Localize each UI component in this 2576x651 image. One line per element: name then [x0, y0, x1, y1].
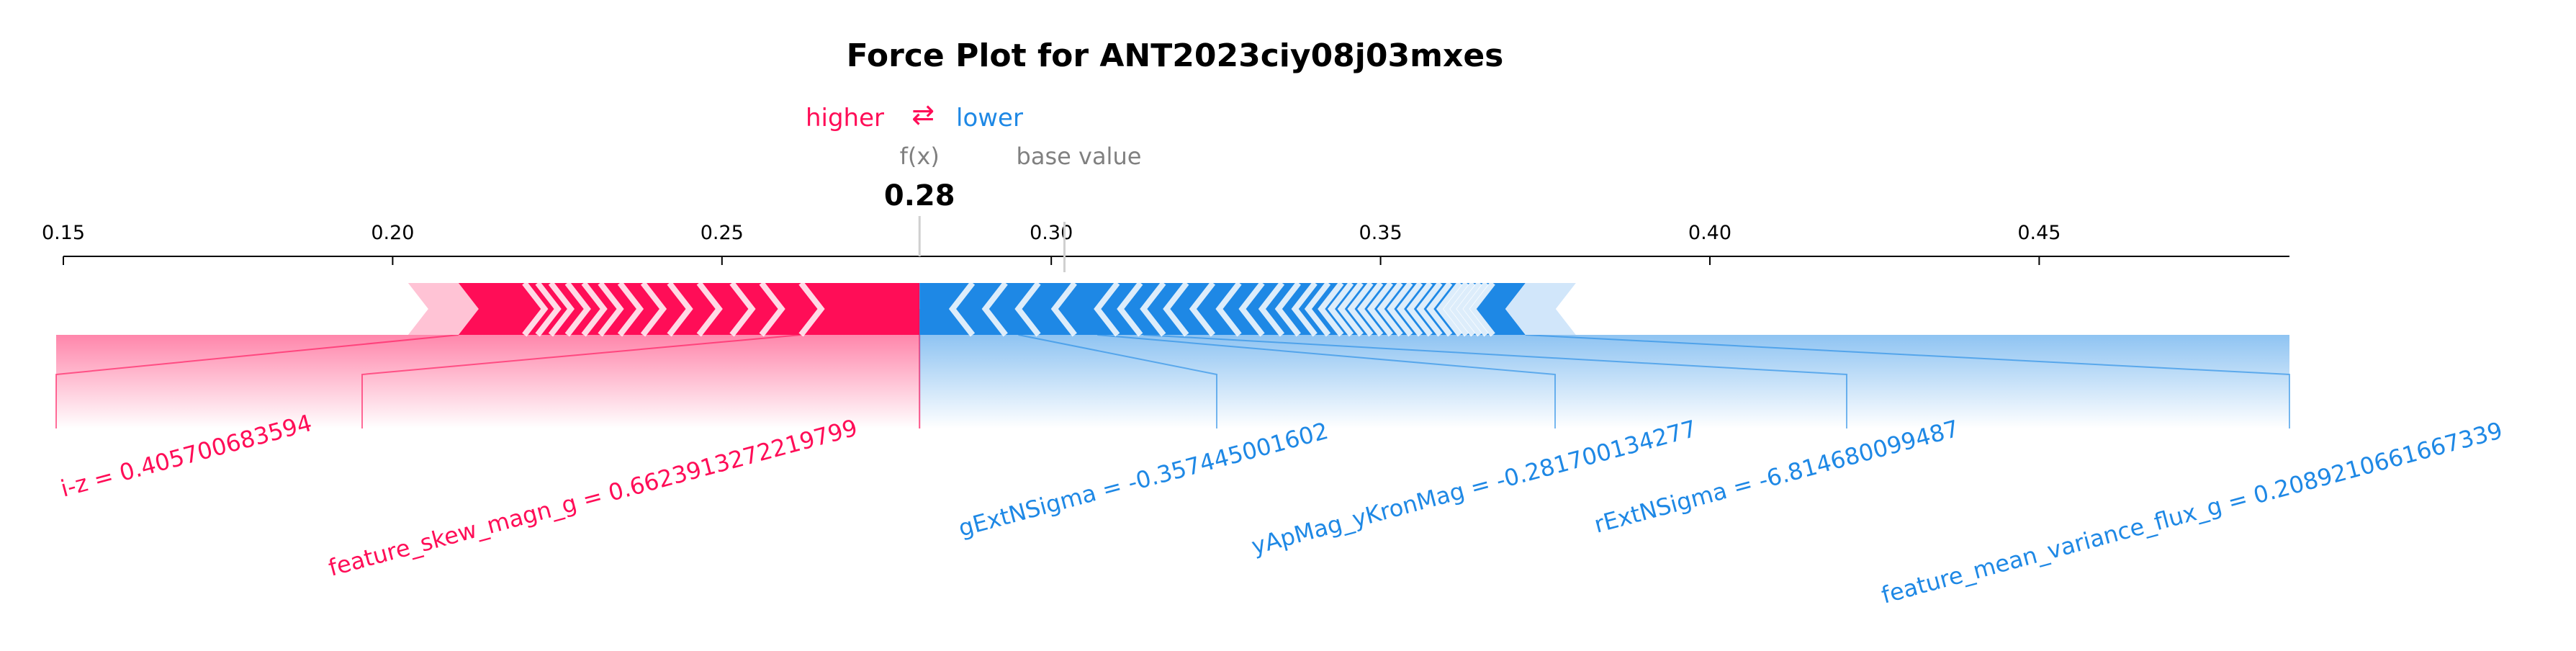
negative-segment-separator	[1366, 281, 1394, 337]
negative-leader-line	[1018, 334, 1217, 428]
negative-segment-separator	[1189, 281, 1216, 337]
positive-segment-separator	[564, 281, 591, 337]
negative-segment-separator	[1337, 281, 1364, 337]
feature-wedges	[55, 309, 2290, 428]
negative-segment-separator	[1094, 281, 1120, 337]
negative-segment-separator	[1117, 281, 1143, 337]
positive-segment-separator	[598, 281, 624, 337]
tick-label: 0.45	[2017, 222, 2061, 244]
chart-title: Force Plot for ANT2023ciy08j03mxes	[847, 37, 1504, 74]
positive-leader-line	[55, 334, 459, 428]
positive-segment-separator	[581, 281, 608, 337]
negative-segment-separator	[1406, 281, 1433, 337]
feature-labels: i-z = 0.405700683594 feature_skew_magn_g …	[58, 409, 2505, 609]
negative-segment-separator	[1327, 281, 1354, 337]
base-value-label: base value	[1017, 143, 1142, 170]
positive-feature-label: feature_skew_magn_g = 0.6623913272219799	[325, 414, 860, 582]
negative-segment-separator	[1469, 281, 1495, 337]
negative-segment-separator	[948, 281, 976, 337]
negative-tail	[1505, 283, 1576, 335]
legend-higher-label: higher	[806, 104, 884, 133]
fx-label: f(x)	[900, 143, 940, 170]
positive-segment-separator	[548, 281, 575, 337]
negative-segment-separator	[1163, 281, 1189, 337]
tick-label: 0.35	[1359, 222, 1402, 244]
negative-segment-separator	[1462, 281, 1489, 337]
positive-segment-separator	[535, 281, 562, 337]
negative-segment-separator	[1274, 281, 1301, 337]
negative-segment-separator	[1387, 281, 1413, 337]
negative-feature-label: feature_mean_variance_flux_g = 0.2089210…	[1878, 416, 2505, 609]
negative-segment-separator	[1258, 281, 1285, 337]
negative-segment-separator	[1291, 281, 1318, 337]
negative-leader-line	[1097, 334, 1556, 428]
positive-segment-separator	[617, 281, 644, 337]
negative-segment-separator	[1396, 281, 1423, 337]
positive-segment-separator	[759, 281, 785, 337]
positive-segment-separator	[522, 281, 549, 337]
negative-segment-separator	[1304, 281, 1331, 337]
positive-tail	[407, 283, 479, 335]
negative-segment-separator	[1357, 281, 1384, 337]
positive-segment-separator	[798, 281, 825, 337]
negative-leader-line	[1525, 334, 2290, 428]
negative-segment-separator	[1014, 281, 1041, 337]
legend: higher ⇄ lower	[806, 99, 1023, 133]
x-axis: 0.15 0.20 0.25 0.30 0.35 0.40 0.45	[42, 216, 2289, 272]
positive-segment-separator	[729, 281, 756, 337]
negative-segment-separator	[1215, 281, 1242, 337]
negative-segment-separator	[981, 281, 1008, 337]
output-value: 0.28	[884, 179, 955, 212]
negative-segment-separator	[1456, 281, 1482, 337]
negative-segment-separator	[1238, 281, 1265, 337]
negative-segment-separator	[1347, 281, 1374, 337]
tick-label: 0.30	[1030, 222, 1073, 244]
tick-label: 0.40	[1688, 222, 1731, 244]
positive-segment-separator	[640, 281, 667, 337]
negative-segment-separator	[1426, 281, 1453, 337]
negative-gradient	[919, 335, 2289, 428]
positive-segment-separator	[667, 281, 693, 337]
positive-segment-separator	[696, 281, 723, 337]
tick-label: 0.20	[371, 222, 414, 244]
negative-segment-separator	[1377, 281, 1403, 337]
negative-feature-label: gExtNSigma = -0.357445001602	[955, 417, 1331, 542]
tick-label: 0.25	[701, 222, 744, 244]
legend-arrow-icon: ⇄	[911, 99, 935, 130]
negative-segment-separator	[1050, 281, 1077, 337]
negative-segment-separator	[1140, 281, 1166, 337]
tick-label: 0.15	[42, 222, 85, 244]
negative-segment-separator	[1416, 281, 1443, 337]
force-bar	[407, 281, 1576, 337]
negative-leader-line	[1143, 334, 1847, 428]
legend-lower-label: lower	[956, 104, 1023, 133]
negative-segment-separator	[1318, 281, 1344, 337]
negative-segment-separator	[1442, 281, 1469, 337]
positive-gradient	[56, 335, 920, 428]
negative-segment-separator	[1449, 281, 1476, 337]
negative-segment-separator	[1436, 281, 1463, 337]
positive-leader-line	[361, 334, 801, 428]
